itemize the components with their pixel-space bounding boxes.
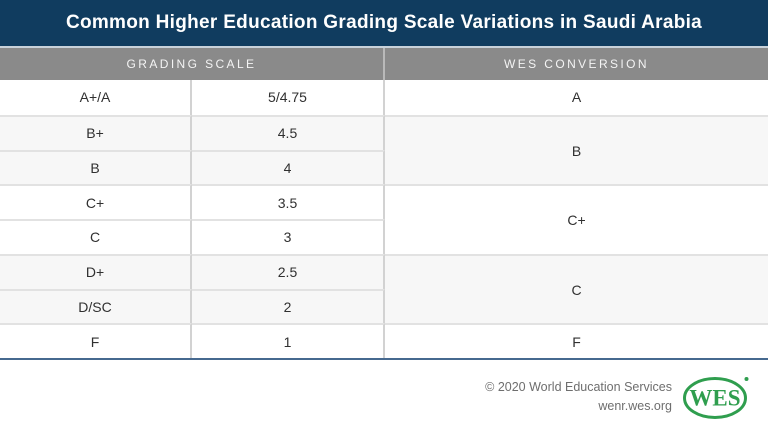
points-cell-row6: 2.5 xyxy=(192,253,385,289)
grade-cell-row5: C xyxy=(0,219,192,254)
points-cell-row8: 1 xyxy=(192,323,385,358)
grade-cell-row8: F xyxy=(0,323,192,358)
points-cell-row2: 4.5 xyxy=(192,114,385,150)
grade-cell-row7: D/SC xyxy=(0,288,192,324)
grading-table: A+/A 5/4.75 B+ 4.5 B 4 C+ 3.5 C 3 D+ 2.5… xyxy=(0,80,768,360)
wes-cell-c-plus: C+ xyxy=(385,184,768,254)
wes-cell-c: C xyxy=(385,253,768,324)
credits: © 2020 World Education Services wenr.wes… xyxy=(485,378,672,416)
column-header-grading-scale: GRADING SCALE xyxy=(0,48,385,80)
points-cell-row4: 3.5 xyxy=(192,184,385,219)
points-cell-row7: 2 xyxy=(192,288,385,324)
points-cell-row5: 3 xyxy=(192,219,385,254)
grade-cell-row2: B+ xyxy=(0,114,192,150)
website-text: wenr.wes.org xyxy=(598,398,672,413)
registered-mark-dot xyxy=(744,376,749,381)
wes-logo-text: WES xyxy=(689,385,740,410)
wes-cell-f: F xyxy=(385,323,768,358)
column-header-wes-conversion: WES CONVERSION xyxy=(504,57,649,71)
grade-cell-row1: A+/A xyxy=(0,80,192,115)
wes-logo: WES xyxy=(682,375,750,419)
wes-cell-a: A xyxy=(571,89,582,106)
grade-cell-row4: C+ xyxy=(0,184,192,219)
title-bar: Common Higher Education Grading Scale Va… xyxy=(0,0,768,48)
points-cell-row1: 5/4.75 xyxy=(192,80,385,115)
copyright-text: © 2020 World Education Services xyxy=(485,379,672,394)
table-column-headers: GRADING SCALE WES CONVERSION xyxy=(0,48,768,80)
wes-logo-icon: WES xyxy=(683,376,749,419)
points-cell-row3: 4 xyxy=(192,149,385,185)
page-title: Common Higher Education Grading Scale Va… xyxy=(65,12,703,33)
wes-cell-b: B xyxy=(385,114,768,185)
grade-cell-row6: D+ xyxy=(0,253,192,289)
footer: © 2020 World Education Services wenr.wes… xyxy=(0,360,768,433)
grade-cell-row3: B xyxy=(0,149,192,185)
